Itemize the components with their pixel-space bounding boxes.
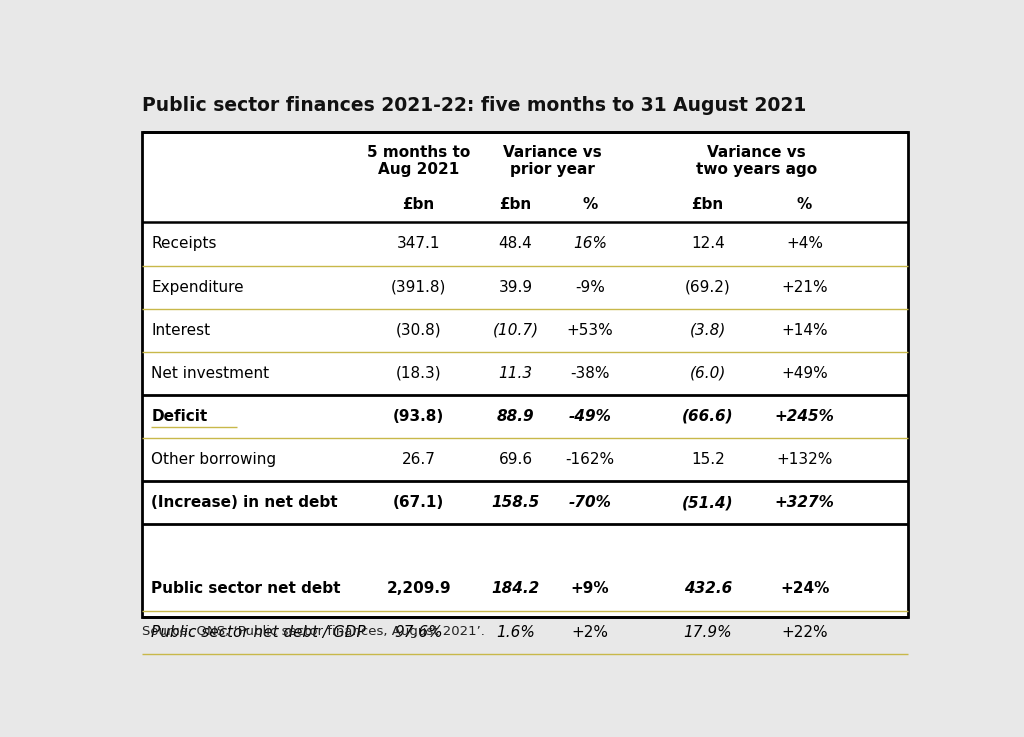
Text: Expenditure: Expenditure <box>152 279 244 295</box>
Text: 2,209.9: 2,209.9 <box>386 581 451 596</box>
Text: 26.7: 26.7 <box>401 452 435 467</box>
Text: 11.3: 11.3 <box>499 366 532 381</box>
Text: 158.5: 158.5 <box>492 495 540 510</box>
Text: 48.4: 48.4 <box>499 237 532 251</box>
Text: Net investment: Net investment <box>152 366 269 381</box>
Text: 39.9: 39.9 <box>499 279 532 295</box>
Text: -9%: -9% <box>574 279 605 295</box>
Text: 97.6%: 97.6% <box>394 624 443 640</box>
Text: Variance vs
prior year: Variance vs prior year <box>504 144 602 177</box>
Text: -162%: -162% <box>565 452 614 467</box>
Text: 5 months to
Aug 2021: 5 months to Aug 2021 <box>367 144 470 177</box>
Text: 15.2: 15.2 <box>691 452 725 467</box>
Text: (6.0): (6.0) <box>689 366 726 381</box>
Text: Receipts: Receipts <box>152 237 217 251</box>
Text: %: % <box>797 198 812 212</box>
Text: +245%: +245% <box>774 409 835 424</box>
Text: (67.1): (67.1) <box>393 495 444 510</box>
Text: (3.8): (3.8) <box>689 323 726 338</box>
Text: +21%: +21% <box>781 279 827 295</box>
Text: 347.1: 347.1 <box>397 237 440 251</box>
Text: +9%: +9% <box>570 581 609 596</box>
Text: +24%: +24% <box>780 581 829 596</box>
Text: (Increase) in net debt: (Increase) in net debt <box>152 495 338 510</box>
Text: +53%: +53% <box>566 323 613 338</box>
Text: %: % <box>583 198 598 212</box>
Text: (391.8): (391.8) <box>391 279 446 295</box>
Text: 69.6: 69.6 <box>499 452 532 467</box>
Text: (69.2): (69.2) <box>685 279 730 295</box>
Text: £bn: £bn <box>500 198 531 212</box>
Text: Other borrowing: Other borrowing <box>152 452 276 467</box>
Text: 17.9%: 17.9% <box>683 624 732 640</box>
Text: +49%: +49% <box>781 366 828 381</box>
Text: 1.6%: 1.6% <box>496 624 535 640</box>
Text: (51.4): (51.4) <box>682 495 733 510</box>
Text: (18.3): (18.3) <box>396 366 441 381</box>
Text: -49%: -49% <box>568 409 611 424</box>
Text: -70%: -70% <box>568 495 611 510</box>
Text: 184.2: 184.2 <box>492 581 540 596</box>
Text: Public sector net debt: Public sector net debt <box>152 581 341 596</box>
Text: £bn: £bn <box>691 198 724 212</box>
Text: (93.8): (93.8) <box>393 409 444 424</box>
Text: Deficit: Deficit <box>152 409 208 424</box>
Text: 16%: 16% <box>572 237 607 251</box>
Text: £bn: £bn <box>402 198 435 212</box>
Text: 88.9: 88.9 <box>497 409 535 424</box>
Text: +4%: +4% <box>786 237 823 251</box>
Text: +327%: +327% <box>774 495 835 510</box>
Text: Public sector net debt / GDP: Public sector net debt / GDP <box>152 624 366 640</box>
Text: +132%: +132% <box>776 452 833 467</box>
Text: 12.4: 12.4 <box>691 237 725 251</box>
Text: Interest: Interest <box>152 323 210 338</box>
Text: Public sector finances 2021-22: five months to 31 August 2021: Public sector finances 2021-22: five mon… <box>142 96 806 115</box>
Text: +2%: +2% <box>571 624 608 640</box>
Text: Variance vs
two years ago: Variance vs two years ago <box>695 144 817 177</box>
Text: (66.6): (66.6) <box>682 409 733 424</box>
Text: (30.8): (30.8) <box>396 323 441 338</box>
Text: +14%: +14% <box>781 323 827 338</box>
Text: -38%: -38% <box>570 366 609 381</box>
Bar <box>142 132 907 618</box>
Text: +22%: +22% <box>781 624 827 640</box>
Text: (10.7): (10.7) <box>493 323 539 338</box>
Text: Source: ONS, ‘Public sector finances, August 2021’.: Source: ONS, ‘Public sector finances, Au… <box>142 625 484 638</box>
Text: 432.6: 432.6 <box>684 581 732 596</box>
